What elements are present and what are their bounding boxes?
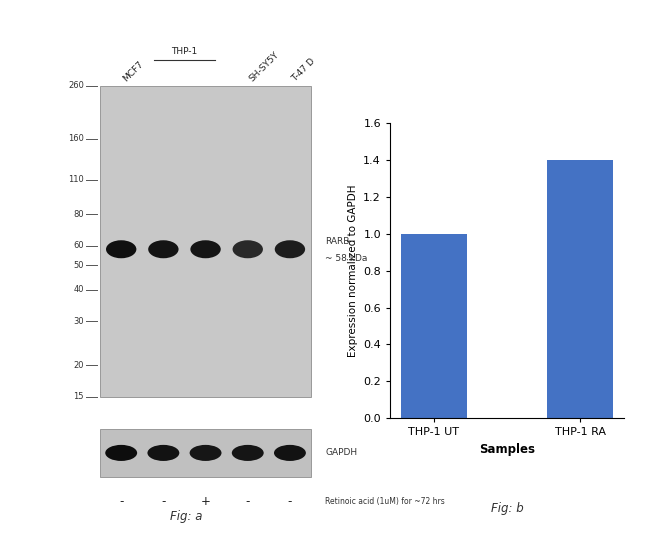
Text: GAPDH: GAPDH [326, 449, 358, 457]
Text: 160: 160 [68, 134, 84, 143]
Text: THP-1: THP-1 [172, 47, 198, 56]
Text: -: - [161, 495, 166, 508]
Text: Retinoic acid (1uM) for ~72 hrs: Retinoic acid (1uM) for ~72 hrs [326, 497, 445, 505]
Ellipse shape [232, 445, 264, 461]
Text: -: - [119, 495, 124, 508]
Text: 260: 260 [68, 81, 84, 90]
Ellipse shape [106, 240, 136, 258]
Bar [400, 234, 467, 418]
Text: 80: 80 [73, 210, 84, 219]
Text: T-47 D: T-47 D [290, 56, 317, 83]
Text: Fig: a: Fig: a [170, 510, 202, 523]
Text: 20: 20 [73, 361, 84, 370]
Text: 15: 15 [73, 392, 84, 401]
Text: -: - [288, 495, 292, 508]
Bar [547, 160, 614, 418]
Text: 50: 50 [73, 261, 84, 270]
Text: 40: 40 [73, 285, 84, 294]
Bar [100, 86, 311, 397]
Ellipse shape [148, 240, 179, 258]
Y-axis label: Expression normalized to GAPDH: Expression normalized to GAPDH [348, 184, 358, 357]
Text: 30: 30 [73, 317, 84, 325]
X-axis label: Samples: Samples [479, 443, 535, 456]
Ellipse shape [190, 240, 221, 258]
Ellipse shape [148, 445, 179, 461]
Text: 60: 60 [73, 241, 84, 250]
Text: RARB: RARB [326, 237, 350, 245]
Bar [100, 429, 311, 477]
Text: ~ 58 kDa: ~ 58 kDa [326, 255, 368, 263]
Text: Fig: b: Fig: b [491, 502, 523, 515]
Ellipse shape [275, 240, 305, 258]
Text: MCF7: MCF7 [121, 59, 145, 83]
Text: +: + [201, 495, 211, 508]
Text: SH-SY5Y: SH-SY5Y [248, 50, 281, 83]
Text: 110: 110 [68, 175, 84, 184]
Ellipse shape [274, 445, 306, 461]
Ellipse shape [233, 240, 263, 258]
Text: -: - [246, 495, 250, 508]
Ellipse shape [105, 445, 137, 461]
Ellipse shape [190, 445, 222, 461]
